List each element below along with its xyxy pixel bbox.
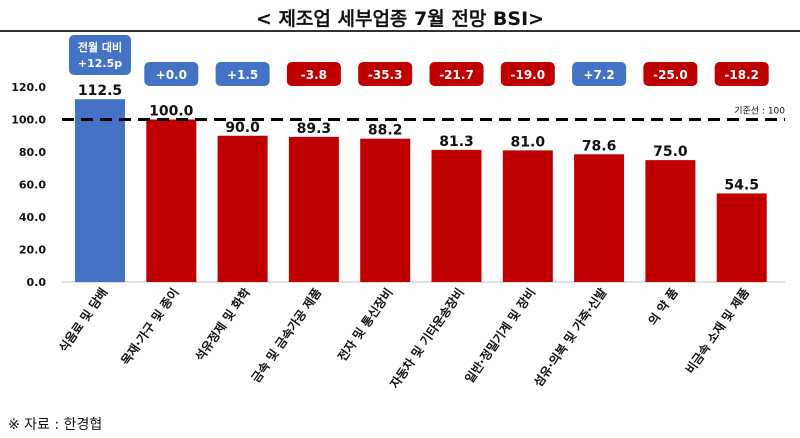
y-tick-label: 40.0 <box>19 211 46 224</box>
change-badge-label: +12.5p <box>78 57 122 70</box>
title-divider <box>0 30 800 32</box>
category-label: 식음료 및 담배 <box>55 285 110 355</box>
bars: 112.5 100.0 90.0 89.3 88.2 81.3 81.0 78.6 75.0 54… <box>75 83 767 282</box>
change-badge <box>429 62 484 86</box>
bar <box>645 160 696 282</box>
y-tick-label: 0.0 <box>27 276 47 289</box>
change-badge-label: +1.5 <box>227 68 258 82</box>
bar-value-label: 89.3 <box>297 121 332 137</box>
bar <box>288 136 339 282</box>
bar-value-label: 78.6 <box>582 138 617 154</box>
category-label: 석유정제 및 화학 <box>192 285 253 364</box>
bar <box>431 149 482 282</box>
change-badge-label: -19.0 <box>511 68 546 82</box>
reference-line-group: 기준선 : 100 <box>62 106 785 121</box>
change-badge-label: -35.3 <box>368 68 403 82</box>
change-badge-label: -21.7 <box>439 68 474 82</box>
category-label: 섬유·의복 및 가죽·신발 <box>530 285 609 389</box>
change-badge-label: -18.2 <box>724 68 759 82</box>
bar-value-label: 81.0 <box>511 134 546 150</box>
bar-value-label: 81.3 <box>439 134 474 150</box>
bar-value-label: 100.0 <box>149 104 194 120</box>
bar <box>716 193 767 282</box>
y-tick-label: 60.0 <box>19 179 46 192</box>
change-badge-label: -3.8 <box>301 68 327 82</box>
category-label: 전자 및 통신장비 <box>334 285 395 364</box>
change-badge <box>643 62 698 86</box>
category-label: 자동차 및 기타운송장비 <box>387 285 467 391</box>
change-badges: 전월 대비 +12.5p +0.0 +1.5 -3.8 -35.3 -21.7 -19.0 +7… <box>69 35 769 86</box>
bar-value-label: 75.0 <box>653 144 688 160</box>
bar-value-label: 54.5 <box>724 177 759 193</box>
y-tick-label: 100.0 <box>11 114 46 127</box>
change-badge-label: +7.2 <box>583 68 614 82</box>
reference-line-label: 기준선 : 100 <box>734 106 785 117</box>
change-badge <box>572 62 627 86</box>
category-label: 비금속 소재 및 제품 <box>682 285 752 376</box>
y-tick-label: 80.0 <box>19 146 46 159</box>
change-badge <box>215 62 270 86</box>
bar <box>146 119 197 282</box>
y-tick-label: 120.0 <box>11 81 46 94</box>
bar <box>502 150 553 282</box>
category-label: 의 약 품 <box>645 285 681 328</box>
change-badge-label: +0.0 <box>156 68 187 82</box>
bar <box>75 99 125 282</box>
category-label: 일반·정밀기계 및 장비 <box>462 285 539 386</box>
category-label: 목재·가구 및 종이 <box>118 285 182 367</box>
bar <box>360 138 411 282</box>
bsi-bar-chart: 0.0 20.0 40.0 60.0 80.0 100.0 120.0 112.5 100.0… <box>11 35 785 391</box>
bar <box>217 135 268 282</box>
change-badge <box>358 62 413 86</box>
change-badge-prefix: 전월 대비 <box>78 40 122 54</box>
change-badge <box>500 62 555 86</box>
change-badge-label: -25.0 <box>653 68 688 82</box>
chart-title: < 제조업 세부업종 7월 전망 BSI> <box>255 8 545 30</box>
y-tick-label: 20.0 <box>19 244 46 257</box>
source-note: ※ 자료 : 한경협 <box>8 417 103 433</box>
change-badge <box>714 62 769 86</box>
category-label: 금속 및 금속가공 제품 <box>248 285 324 385</box>
bar-value-label: 88.2 <box>368 123 403 139</box>
bar-value-label: 90.0 <box>225 120 260 136</box>
bar <box>574 154 625 282</box>
change-badge <box>286 62 341 86</box>
change-badge <box>69 35 131 75</box>
bar-value-label: 112.5 <box>78 83 122 99</box>
change-badge <box>144 62 199 86</box>
